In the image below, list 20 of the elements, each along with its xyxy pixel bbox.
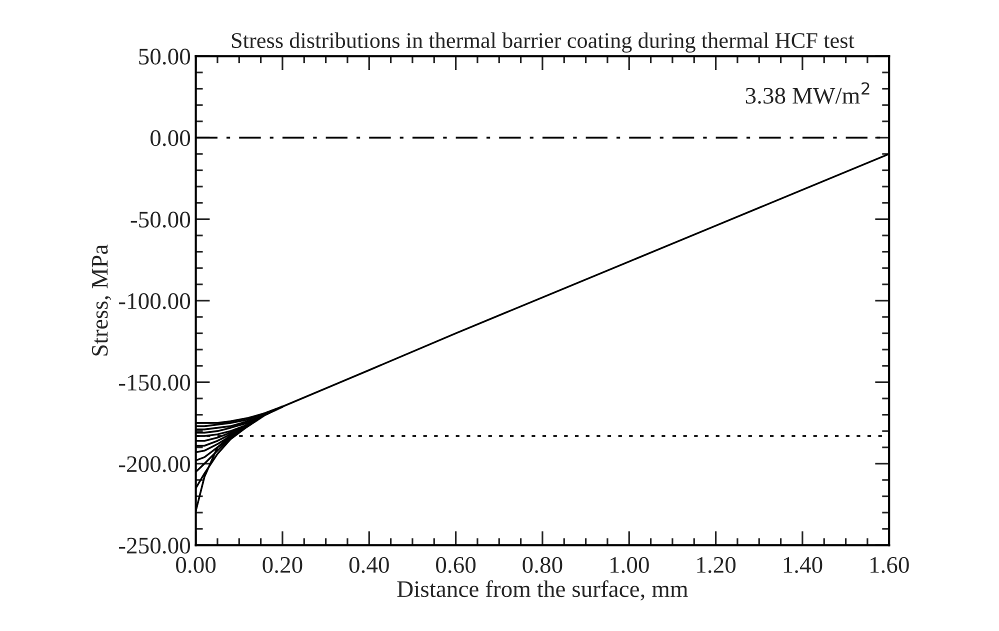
x-tick-label: 1.40	[784, 556, 822, 574]
y-tick-label: -100.00	[119, 293, 190, 310]
y-axis-title: Stress, MPa	[92, 244, 112, 356]
y-tick-label: -200.00	[119, 456, 190, 472]
y-tick-label: 0.00	[150, 130, 190, 146]
x-tick-label: 1.60	[870, 556, 909, 574]
x-tick-label: 0.80	[522, 556, 562, 574]
x-tick-label: 1.20	[697, 556, 736, 574]
annotation: 3.38 MW/m$^{2}$	[746, 82, 870, 104]
x-tick-label: 0.20	[262, 556, 302, 574]
y-tick-label: -50.00	[130, 212, 190, 228]
x-axis-title: Distance from the surface, mm	[397, 580, 688, 600]
x-tick-label: 0.40	[349, 556, 389, 574]
x-tick-label: 1.00	[610, 556, 649, 574]
x-tick-label: 0.60	[436, 556, 476, 574]
chart-title: Stress distributions in thermal barrier coating during thermal HCF test	[232, 32, 854, 53]
y-tick-label: -150.00	[119, 374, 190, 391]
y-tick-label: 50.00	[139, 48, 190, 65]
x-tick-label: 0.00	[176, 556, 216, 574]
y-tick-label: -250.00	[119, 538, 190, 554]
